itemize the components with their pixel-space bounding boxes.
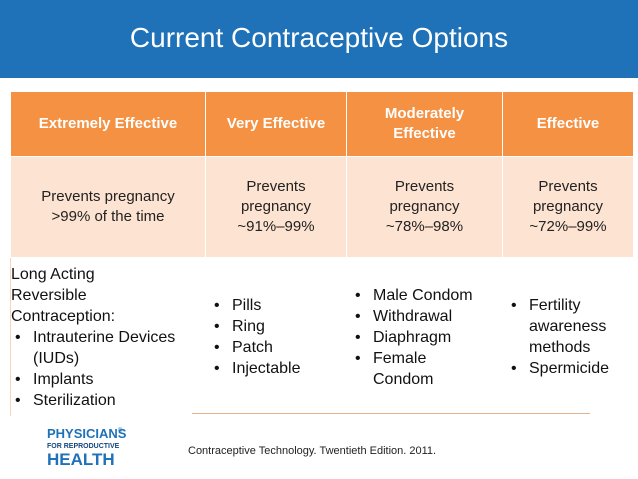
logo-line-1: PHYSICIANS — [47, 426, 126, 441]
header-moderately-effective-label: Moderately Effective — [384, 105, 465, 142]
list-item: Sterilization — [11, 390, 205, 411]
list-item: Male Condom — [351, 285, 482, 306]
list-item: Pills — [210, 295, 346, 316]
header-effective: Effective — [502, 91, 634, 157]
rate-text: Prevents pregnancy >99% of the time — [41, 188, 175, 225]
list-item: Patch — [210, 337, 346, 358]
methods-list: Fertility awareness methods Spermicide — [507, 295, 633, 379]
registered-mark: ® — [118, 427, 123, 434]
methods-cell-very-effective: Pills Ring Patch Injectable — [205, 257, 347, 417]
methods-cell-effective: Fertility awareness methods Spermicide — [502, 257, 634, 417]
methods-cell-extremely-effective: Long Acting Reversible Contraception: In… — [10, 257, 206, 417]
header-moderately-effective: Moderately Effective — [346, 91, 503, 157]
rate-cell-moderately-effective: Prevents pregnancy ~78%–98% — [346, 156, 503, 258]
citation: Contraceptive Technology. Twentieth Edit… — [188, 445, 437, 457]
title-bar: Current Contraceptive Options — [0, 0, 638, 78]
list-item: Injectable — [210, 358, 346, 379]
list-item: Fertility awareness methods — [507, 295, 627, 358]
rate-text: Prevents pregnancy ~78%–98% — [385, 178, 464, 235]
effectiveness-rate-row: Prevents pregnancy >99% of the time Prev… — [10, 156, 634, 258]
methods-row: Long Acting Reversible Contraception: In… — [10, 257, 634, 417]
methods-list: Pills Ring Patch Injectable — [210, 295, 346, 379]
larc-intro: Long Acting Reversible Contraception: — [11, 265, 116, 325]
rate-cell-extremely-effective: Prevents pregnancy >99% of the time — [10, 156, 206, 258]
rate-cell-effective: Prevents pregnancy ~72%–99% — [502, 156, 634, 258]
rate-text: Prevents pregnancy ~91%–99% — [237, 178, 315, 235]
header-extremely-effective: Extremely Effective — [10, 91, 206, 157]
list-item: Withdrawal — [351, 306, 482, 327]
contraceptive-options-table: Extremely Effective Very Effective Moder… — [10, 91, 634, 417]
list-item: Spermicide — [507, 358, 627, 379]
list-item: Female Condom — [351, 348, 482, 390]
slide-title: Current Contraceptive Options — [129, 22, 509, 53]
logo-line-3: HEALTH — [47, 450, 115, 468]
prh-logo: PHYSICIANS FOR REPRODUCTIVE HEALTH ® — [47, 426, 126, 468]
methods-cell-moderately-effective: Male Condom Withdrawal Diaphragm Female … — [346, 257, 503, 417]
list-item: Ring — [210, 316, 346, 337]
footer-divider — [192, 413, 590, 414]
rate-text: Prevents pregnancy ~72%–99% — [529, 178, 607, 235]
header-very-effective: Very Effective — [205, 91, 347, 157]
list-item: Implants — [11, 369, 205, 390]
rate-cell-very-effective: Prevents pregnancy ~91%–99% — [205, 156, 347, 258]
logo-line-2: FOR REPRODUCTIVE — [47, 443, 120, 450]
list-item: Diaphragm — [351, 327, 482, 348]
table-header-row: Extremely Effective Very Effective Moder… — [10, 91, 634, 157]
list-item: Intrauterine Devices (IUDs) — [11, 327, 205, 369]
methods-list: Intrauterine Devices (IUDs) Implants Ste… — [11, 327, 205, 411]
methods-list: Male Condom Withdrawal Diaphragm Female … — [351, 285, 502, 390]
